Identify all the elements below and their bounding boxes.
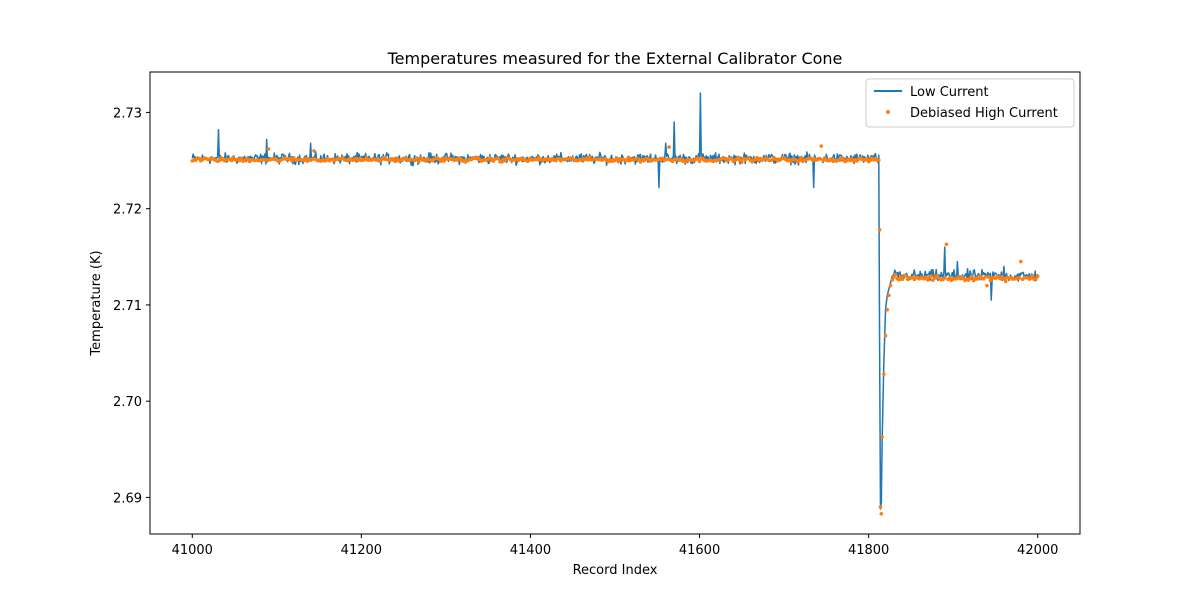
chart-title: Temperatures measured for the External C… (387, 49, 843, 68)
y-axis: 2.69 2.70 2.71 2.72 2.73 (113, 106, 150, 506)
debiased-high-current-point (888, 283, 893, 288)
debiased-high-current-point (697, 159, 702, 164)
debiased-high-current-point (887, 293, 891, 298)
debiased-high-current-point (746, 155, 751, 160)
debiased-high-current-point (876, 158, 881, 162)
y-tick-label: 2.71 (113, 299, 142, 314)
debiased-high-current-point (865, 156, 869, 161)
debiased-high-current-point (496, 156, 501, 161)
debiased-high-current-point (1035, 274, 1040, 279)
debiased-high-current-point (440, 156, 445, 161)
debiased-high-current-point (797, 158, 802, 163)
y-tick-label: 2.70 (113, 395, 142, 410)
debiased-high-current-point (626, 155, 631, 160)
debiased-high-current-point (625, 158, 629, 162)
debiased-high-current-point (924, 275, 928, 280)
legend-label-debiased-high-current: Debiased High Current (910, 106, 1058, 121)
debiased-high-current-point (944, 242, 949, 247)
x-tick-label: 41400 (510, 543, 551, 558)
y-tick-label: 2.73 (113, 106, 142, 121)
debiased-high-current-point (900, 277, 905, 282)
y-axis-label: Temperature (K) (89, 250, 104, 356)
x-tick-label: 42000 (1017, 543, 1058, 558)
debiased-high-current-point (303, 156, 308, 161)
legend-label-low-current: Low Current (910, 85, 989, 100)
debiased-high-current-point (239, 156, 244, 161)
debiased-high-current-series (190, 144, 1040, 516)
debiased-high-current-point (1019, 259, 1023, 264)
debiased-high-current-point (587, 155, 592, 159)
x-axis-label: Record Index (573, 563, 658, 578)
debiased-high-current-point (586, 158, 590, 162)
debiased-high-current-point (217, 158, 222, 163)
x-tick-label: 41800 (848, 543, 889, 558)
debiased-high-current-point (882, 372, 886, 377)
debiased-high-current-point (417, 160, 421, 164)
debiased-high-current-point (942, 276, 947, 280)
x-axis: 41000 41200 41400 41600 41800 42000 (172, 534, 1058, 558)
debiased-high-current-point (929, 274, 933, 278)
x-tick-label: 41600 (679, 543, 720, 558)
debiased-high-current-point (969, 274, 974, 279)
legend: Low Current Debiased High Current (865, 78, 1075, 128)
y-tick-label: 2.69 (113, 491, 142, 506)
debiased-high-current-point (986, 275, 991, 279)
debiased-high-current-point (926, 278, 930, 282)
debiased-high-current-point (729, 157, 734, 161)
debiased-high-current-point (740, 160, 744, 164)
debiased-high-current-point (312, 149, 316, 153)
debiased-high-current-point (904, 273, 908, 278)
debiased-high-current-point (1017, 276, 1021, 280)
debiased-high-current-point (799, 155, 803, 160)
debiased-high-current-point (877, 228, 882, 232)
legend-dot-swatch (886, 110, 890, 114)
debiased-high-current-point (885, 307, 890, 312)
debiased-high-current-point (364, 155, 369, 160)
debiased-high-current-point (985, 283, 989, 288)
debiased-high-current-point (879, 511, 884, 516)
debiased-high-current-point (880, 434, 884, 439)
debiased-high-current-point (503, 158, 507, 163)
debiased-high-current-point (665, 157, 670, 162)
debiased-high-current-point (1030, 274, 1035, 278)
debiased-high-current-point (614, 156, 619, 160)
debiased-high-current-point (878, 505, 883, 509)
debiased-high-current-point (264, 158, 269, 162)
debiased-high-current-point (415, 157, 419, 161)
debiased-high-current-point (819, 144, 824, 148)
x-tick-label: 41000 (172, 543, 213, 558)
debiased-high-current-point (667, 145, 671, 149)
debiased-high-current-point (310, 157, 315, 162)
debiased-high-current-point (893, 272, 898, 277)
debiased-high-current-point (1002, 276, 1006, 281)
debiased-high-current-point (841, 156, 846, 161)
debiased-high-current-point (883, 333, 888, 338)
debiased-high-current-point (696, 156, 700, 161)
x-tick-label: 41200 (341, 543, 382, 558)
y-tick-label: 2.72 (113, 203, 142, 218)
debiased-high-current-point (1003, 279, 1008, 284)
debiased-high-current-point (393, 159, 397, 164)
debiased-high-current-point (983, 275, 988, 279)
legend-box (865, 78, 1075, 128)
debiased-high-current-point (890, 278, 895, 282)
plot-frame (149, 71, 1081, 535)
debiased-high-current-point (439, 159, 443, 163)
debiased-high-current-point (290, 159, 294, 163)
debiased-high-current-point (266, 147, 271, 151)
debiased-high-current-point (817, 156, 822, 161)
